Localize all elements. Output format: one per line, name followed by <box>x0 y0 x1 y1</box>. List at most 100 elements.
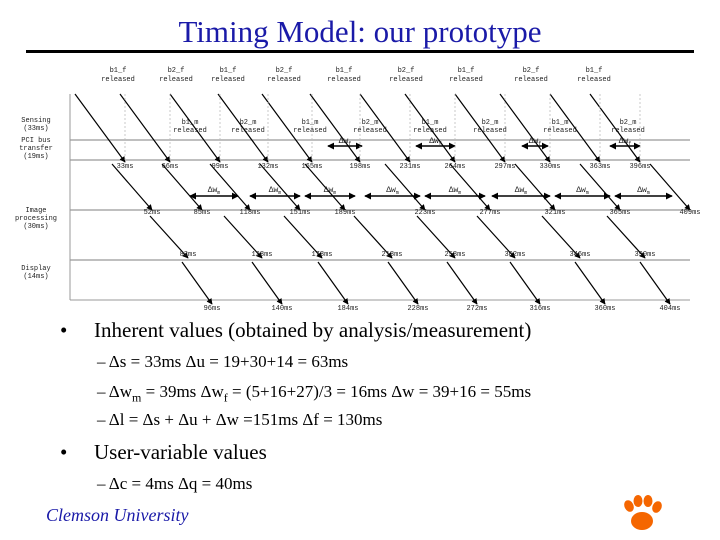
process-arrow <box>304 163 346 211</box>
event-label: b1_m <box>552 119 569 127</box>
proc-time: 277ms <box>479 209 500 217</box>
event-label: b1_f <box>110 67 127 75</box>
delta-wf-label: Δwf <box>339 137 352 147</box>
display-arrow <box>283 215 323 259</box>
event-label: released <box>211 76 245 84</box>
delta-wf-label: Δwf <box>529 137 542 147</box>
final-arrow <box>251 261 283 305</box>
event-label: released <box>413 127 447 135</box>
paw-logo <box>624 495 662 530</box>
delta-wf-label: Δwf <box>429 137 442 147</box>
transfer-arrow <box>217 93 269 163</box>
pci-time: 363ms <box>589 163 610 171</box>
event-label: b2_m <box>482 119 499 127</box>
bullet-inherent-text: Inherent values (obtained by analysis/me… <box>94 318 532 342</box>
row-label: (30ms) <box>23 223 48 231</box>
row-label: Image <box>25 207 46 215</box>
event-label: b2_m <box>362 119 379 127</box>
final-time: 360ms <box>594 305 615 313</box>
event-label: b1_m <box>302 119 319 127</box>
event-label: released <box>327 76 361 84</box>
process-arrow <box>514 163 556 211</box>
row-label: (19ms) <box>23 153 48 161</box>
event-label: b1_f <box>336 67 353 75</box>
row-label: transfer <box>19 145 53 153</box>
proc-time: 52ms <box>144 209 161 217</box>
pci-time: 165ms <box>301 163 322 171</box>
pci-time: 33ms <box>117 163 134 171</box>
final-arrow <box>317 261 349 305</box>
pci-time: 396ms <box>629 163 650 171</box>
display-arrow <box>541 215 581 259</box>
final-time: 272ms <box>466 305 487 313</box>
transfer-arrow <box>454 93 506 163</box>
proc-time: 118ms <box>239 209 260 217</box>
display-time: 128ms <box>251 251 272 259</box>
event-label: b2_f <box>398 67 415 75</box>
final-time: 184ms <box>337 305 358 313</box>
sub-line-4: – Δc = 4ms Δq = 40ms <box>97 474 253 493</box>
bullet-dot: • <box>60 318 68 342</box>
transfer-arrow <box>169 93 221 163</box>
event-label: released <box>473 127 507 135</box>
final-arrow <box>446 261 478 305</box>
event-label: released <box>267 76 301 84</box>
row-label: (14ms) <box>23 273 48 281</box>
display-arrow <box>476 215 516 259</box>
event-label: released <box>389 76 423 84</box>
display-arrow <box>149 215 189 259</box>
event-label: released <box>173 127 207 135</box>
footer-university: Clemson University <box>46 505 189 525</box>
pci-time: 66ms <box>162 163 179 171</box>
event-label: released <box>577 76 611 84</box>
delta-wm-label: Δwm <box>269 186 282 196</box>
row-label: Display <box>21 265 50 273</box>
sub-line-3: – Δl = Δs + Δu + Δw =151ms Δf = 130ms <box>97 410 383 429</box>
display-time: 82ms <box>180 251 197 259</box>
final-arrow <box>574 261 606 305</box>
final-arrow <box>639 261 671 305</box>
event-label: released <box>353 127 387 135</box>
sub-line-2: – Δwm = 39ms Δwf = (5+16+27)/3 = 16ms Δw… <box>97 382 532 405</box>
display-time: 178ms <box>311 251 332 259</box>
row-label: (33ms) <box>23 125 48 133</box>
display-arrow <box>353 215 393 259</box>
transfer-arrow <box>359 93 411 163</box>
row-label: PCI bus <box>21 137 50 145</box>
delta-wm-label: Δwm <box>324 186 337 196</box>
display-time: 258ms <box>444 251 465 259</box>
pci-time: 198ms <box>349 163 370 171</box>
event-label: b2_f <box>168 67 185 75</box>
delta-wm-label: Δwm <box>449 186 462 196</box>
process-arrow <box>161 163 203 211</box>
event-label: b2_m <box>240 119 257 127</box>
delta-wm-label: Δwm <box>576 186 589 196</box>
final-arrow <box>181 261 213 305</box>
event-label: released <box>101 76 135 84</box>
delta-wm-label: Δwm <box>515 186 528 196</box>
event-label: b2_f <box>523 67 540 75</box>
display-time: 390ms <box>634 251 655 259</box>
pci-time: 132ms <box>257 163 278 171</box>
final-time: 140ms <box>271 305 292 313</box>
display-time: 346ms <box>569 251 590 259</box>
final-time: 404ms <box>659 305 680 313</box>
event-label: b2_m <box>620 119 637 127</box>
event-label: b1_f <box>458 67 475 75</box>
event-label: b1_m <box>422 119 439 127</box>
event-label: released <box>293 127 327 135</box>
event-label: b1_m <box>182 119 199 127</box>
proc-time: 409ms <box>679 209 700 217</box>
slide-title: Timing Model: our prototype <box>178 14 542 49</box>
event-label: b1_f <box>220 67 237 75</box>
proc-time: 85ms <box>194 209 211 217</box>
delta-wm-label: Δwm <box>208 186 221 196</box>
event-label: released <box>543 127 577 135</box>
delta-wf-label: Δwf <box>619 137 632 147</box>
title-underline <box>26 50 694 53</box>
final-time: 228ms <box>407 305 428 313</box>
pci-time: 99ms <box>212 163 229 171</box>
event-label: released <box>449 76 483 84</box>
final-arrow <box>387 261 419 305</box>
